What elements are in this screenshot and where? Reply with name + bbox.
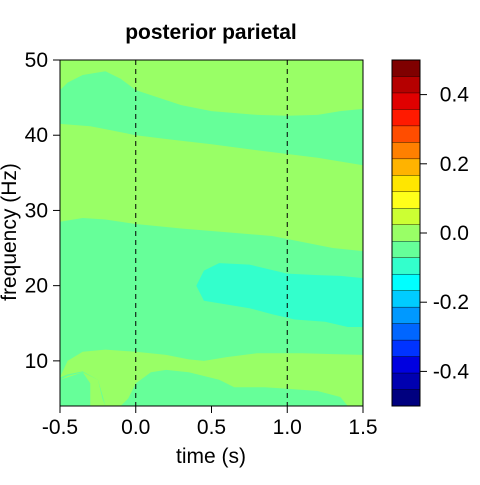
x-tick-label: 1.5 [348, 416, 377, 439]
y-tick-label: 30 [25, 199, 48, 222]
colorbar-swatch-3 [391, 92, 421, 110]
colorbar-swatch-4 [391, 109, 421, 127]
heatmap-region-5 [196, 263, 363, 327]
colorbar-tick-label: 0.4 [440, 84, 470, 107]
axes: -0.5 0.0 0.5 1.0 1.5 10 20 30 40 50 [25, 49, 378, 439]
colorbar-swatch-8 [391, 175, 421, 193]
x-tick-label: 0.0 [121, 416, 150, 439]
colorbar-swatch-9 [391, 191, 421, 209]
colorbar-swatch-19 [391, 356, 421, 374]
colorbar-swatch-15 [391, 290, 421, 308]
colorbar-swatch-21 [391, 389, 421, 407]
colorbar-swatch-6 [391, 142, 421, 160]
colorbar-swatch-12 [391, 241, 421, 259]
heatmap-region-3 [60, 372, 91, 406]
x-tick-label: -0.5 [42, 416, 78, 439]
colorbar-swatch-7 [391, 158, 421, 176]
y-tick-label: 10 [25, 350, 48, 373]
colorbar-swatch-14 [391, 273, 421, 292]
colorbar-swatch-11 [391, 224, 421, 242]
x-tick-label: 1.0 [273, 416, 302, 439]
colorbar-swatch-17 [391, 323, 421, 341]
colorbar-tick-label: -0.2 [433, 291, 469, 314]
x-tick-label: 0.5 [197, 416, 226, 439]
y-tick-label: 50 [25, 49, 48, 72]
colorbar-swatch-10 [391, 208, 421, 226]
colorbar-swatch-16 [391, 306, 421, 325]
colorbar-tick-label: 0.0 [440, 222, 469, 245]
y-axis-label: frequency (Hz) [0, 163, 21, 301]
colorbar-swatch-18 [391, 339, 421, 358]
colorbar-swatch-20 [391, 372, 421, 391]
colorbar-tick-label: -0.4 [433, 360, 470, 383]
colorbar-swatch-2 [391, 76, 421, 94]
plot-area [59, 59, 364, 407]
colorbar-swatch-1 [391, 59, 421, 77]
colorbar: 0.4 0.2 0.0 -0.2 -0.4 [391, 59, 470, 407]
y-tick-label: 20 [25, 275, 48, 298]
y-tick-label: 40 [25, 124, 48, 147]
colorbar-swatch-13 [391, 257, 421, 275]
chart-title: posterior parietal [125, 21, 297, 44]
colorbar-swatch-5 [391, 125, 421, 143]
colorbar-tick-label: 0.2 [440, 153, 469, 176]
x-axis-label: time (s) [176, 445, 246, 468]
heatmap-region-4 [60, 349, 363, 406]
